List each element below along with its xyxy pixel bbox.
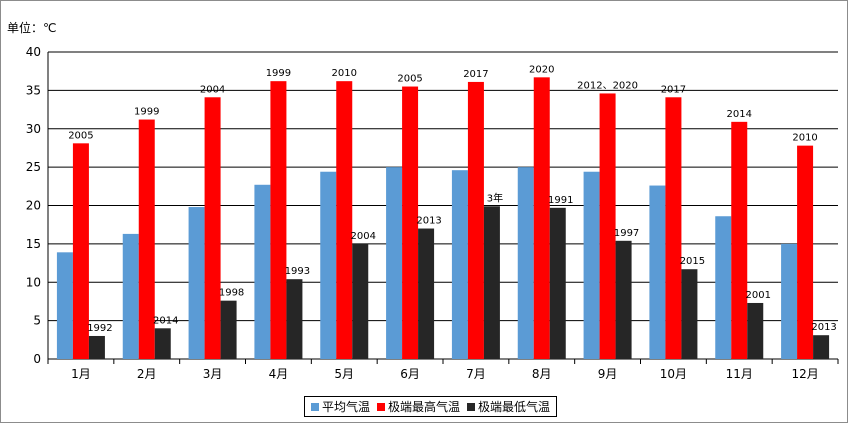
bar-max [72, 143, 89, 359]
x-tick-label: 7月 [466, 367, 486, 381]
data-label: 2017 [463, 69, 488, 80]
y-tick-label: 10 [26, 275, 41, 289]
bar-max [665, 97, 682, 359]
x-tick-label: 9月 [598, 367, 618, 381]
bar-avg [320, 171, 337, 359]
bar-max [204, 97, 221, 359]
bar-avg [451, 170, 468, 359]
bar-min [747, 302, 764, 359]
unit-label: 单位：℃ [7, 21, 57, 35]
y-tick-label: 40 [26, 45, 41, 59]
data-label: 1997 [614, 228, 639, 239]
data-label: 2004 [200, 84, 225, 95]
data-label: 1991 [548, 195, 573, 206]
bar-avg [56, 252, 73, 359]
data-label: 2013 [811, 322, 836, 333]
legend-swatch-min [467, 402, 475, 411]
legend-swatch-avg [310, 402, 319, 411]
data-label: 2020 [529, 64, 554, 75]
legend-label-avg: 平均气温 [321, 400, 370, 414]
bar-avg [122, 233, 139, 359]
bar-min [418, 228, 435, 359]
bar-max [467, 81, 484, 360]
bar-avg [254, 184, 271, 359]
data-label: 1998 [219, 288, 244, 299]
data-label: 3年 [487, 191, 503, 204]
bar-avg [715, 216, 732, 359]
data-label: 2005 [68, 130, 93, 141]
data-label: 1999 [134, 107, 159, 118]
bar-avg [649, 185, 666, 359]
x-tick-label: 2月 [137, 367, 157, 381]
y-tick-label: 0 [33, 352, 41, 366]
data-label: 2014 [727, 109, 752, 120]
bar-max [797, 145, 814, 359]
data-label: 2005 [397, 74, 422, 85]
bar-min [352, 243, 369, 359]
data-label: 1993 [285, 266, 310, 277]
bar-max [731, 121, 748, 359]
bar-avg [188, 207, 205, 359]
data-label: 2004 [351, 231, 376, 242]
legend-label-max: 极端最高气温 [387, 400, 460, 414]
legend-item-min: 极端最低气温 [467, 398, 550, 415]
x-tick-label: 8月 [532, 367, 552, 381]
bar-min [483, 206, 500, 359]
data-label: 2013 [416, 216, 441, 227]
data-label: 2014 [153, 315, 178, 326]
y-tick-label: 25 [26, 160, 41, 174]
bar-min [615, 240, 632, 359]
bar-min [681, 269, 698, 359]
bar-min [220, 300, 237, 359]
bar-max [402, 86, 419, 359]
bar-avg [386, 167, 403, 359]
bar-min [154, 328, 171, 359]
x-tick-label: 10月 [660, 367, 687, 381]
data-label: 2010 [792, 133, 817, 144]
x-tick-label: 3月 [203, 367, 223, 381]
y-tick-label: 5 [33, 314, 41, 328]
y-tick-label: 35 [26, 83, 41, 97]
data-label: 2001 [746, 290, 771, 301]
x-tick-label: 12月 [791, 367, 818, 381]
data-label: 2010 [332, 68, 357, 79]
y-tick-label: 20 [26, 199, 41, 213]
y-tick-label: 15 [26, 237, 41, 251]
x-tick-label: 6月 [400, 367, 420, 381]
data-label: 1992 [87, 323, 112, 334]
data-label: 1999 [266, 68, 291, 79]
bar-avg [583, 171, 600, 359]
data-label: 2017 [661, 84, 686, 95]
legend-item-max: 极端最高气温 [376, 398, 460, 415]
x-tick-label: 4月 [269, 367, 289, 381]
bar-avg [781, 243, 798, 359]
bar-max [270, 81, 287, 359]
bar-min [549, 207, 566, 359]
legend: 平均气温 极端最高气温 极端最低气温 [304, 396, 557, 417]
bar-min [88, 335, 105, 359]
y-tick-label: 30 [26, 122, 41, 136]
data-label: 2015 [680, 256, 705, 267]
legend-label-min: 极端最低气温 [478, 400, 551, 414]
x-tick-label: 11月 [726, 367, 753, 381]
x-tick-label: 5月 [334, 367, 354, 381]
x-tick-label: 1月 [71, 367, 91, 381]
bar-min [813, 335, 830, 359]
bar-avg [517, 167, 534, 359]
bar-max [138, 119, 155, 359]
bar-max [336, 81, 353, 359]
data-label: 2012、2020 [577, 80, 638, 91]
bar-max [599, 93, 616, 359]
bar-min [286, 279, 303, 359]
bar-max [533, 77, 550, 359]
legend-item-avg: 平均气温 [310, 398, 370, 415]
legend-swatch-max [376, 402, 385, 411]
